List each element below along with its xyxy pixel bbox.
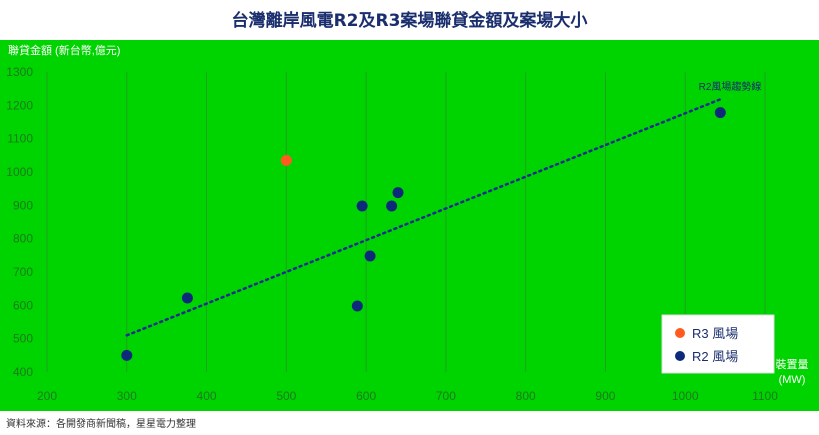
trendline-group bbox=[125, 98, 722, 337]
y-tick-label: 1000 bbox=[6, 165, 33, 179]
x-tick-label: 700 bbox=[436, 389, 456, 403]
x-tick-label: 1000 bbox=[672, 389, 699, 403]
y-tick-label: 800 bbox=[13, 232, 33, 246]
legend: R3 風場 R2 風場 bbox=[661, 314, 775, 374]
x-tick-label: 400 bbox=[197, 389, 217, 403]
y-tick-label: 1100 bbox=[7, 132, 33, 146]
r3-data-point bbox=[280, 154, 292, 166]
legend-marker-r2 bbox=[675, 351, 685, 361]
r2-data-point bbox=[181, 292, 193, 304]
y-axis-label: 聯貸金額 (新台幣,億元) bbox=[8, 43, 120, 57]
y-tick-label: 1300 bbox=[6, 65, 33, 79]
r2-data-point bbox=[364, 250, 376, 262]
data-points bbox=[121, 107, 726, 361]
y-tick-label: 700 bbox=[13, 265, 33, 279]
x-tick-label: 300 bbox=[117, 389, 137, 403]
source-note: 資料來源：各開發商新聞稿，星星電力整理 bbox=[6, 419, 196, 430]
trendline bbox=[125, 98, 722, 337]
r2-data-point bbox=[356, 200, 368, 212]
r2-data-point bbox=[351, 300, 363, 312]
r2-data-point bbox=[714, 107, 726, 119]
legend-label-r3: R3 風場 bbox=[692, 326, 738, 341]
y-tick-label: 400 bbox=[13, 365, 33, 379]
x-tick-label: 600 bbox=[356, 389, 376, 403]
r2-data-point bbox=[386, 200, 398, 212]
legend-box bbox=[661, 314, 775, 374]
x-tick-label: 200 bbox=[37, 389, 57, 403]
x-tick-label: 1100 bbox=[752, 389, 778, 403]
x-tick-label: 900 bbox=[595, 389, 615, 403]
chart-area: 200 300 400 500 600 700 800 900 1000 1100 400 500 60… bbox=[0, 40, 819, 411]
r2-data-point bbox=[392, 187, 404, 199]
legend-label-r2: R2 風場 bbox=[692, 349, 738, 364]
y-tick-label: 900 bbox=[13, 198, 33, 212]
grid-lines bbox=[46, 72, 766, 372]
scatter-chart: 200 300 400 500 600 700 800 900 1000 1100 400 500 60… bbox=[6, 43, 809, 403]
y-tick-label: 500 bbox=[13, 332, 33, 346]
y-tick-label: 600 bbox=[13, 298, 33, 312]
r2-data-point bbox=[121, 349, 133, 361]
tick-labels: 200 300 400 500 600 700 800 900 1000 1100 400 500 60… bbox=[6, 65, 778, 403]
x-axis-label-line1: 裝置量 bbox=[776, 358, 809, 371]
x-tick-label: 800 bbox=[516, 389, 536, 403]
legend-marker-r3 bbox=[675, 328, 685, 338]
x-axis-label-line2: (MW) bbox=[779, 374, 806, 386]
trendline-label: R2風場趨勢線 bbox=[699, 80, 762, 93]
chart-title: 台灣離岸風電R2及R3案場聯貸金額及案場大小 bbox=[231, 11, 588, 31]
x-tick-label: 500 bbox=[276, 389, 296, 403]
y-tick-label: 1200 bbox=[6, 98, 33, 112]
